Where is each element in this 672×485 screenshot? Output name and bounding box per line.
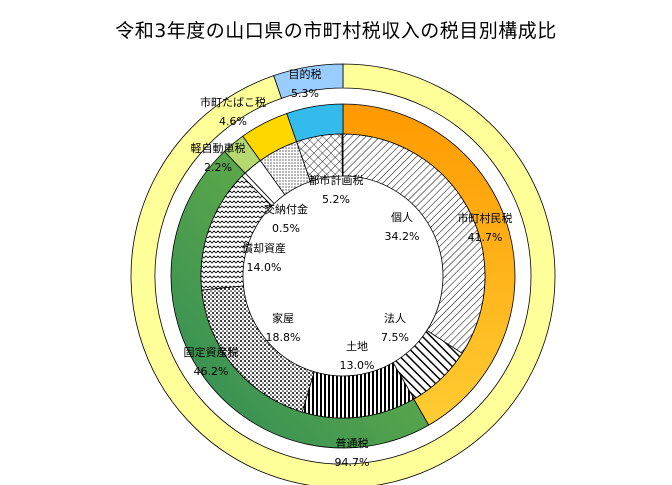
inner-value-交納付金: 0.5% xyxy=(272,222,300,235)
inner-value-都市計画税: 5.2% xyxy=(322,193,350,206)
inner-value-家屋: 18.8% xyxy=(266,331,301,344)
outer-label-目的税: 目的税 xyxy=(289,67,322,81)
middle-value-固定資産税: 46.2% xyxy=(194,365,229,378)
middle-label-市町村民税: 市町村民税 xyxy=(458,211,513,225)
inner-label-交納付金: 交納付金 xyxy=(264,202,308,216)
inner-value-個人: 34.2% xyxy=(385,230,420,243)
outer-slice-目的税 xyxy=(273,63,344,99)
inner-label-法人: 法人 xyxy=(384,311,406,325)
inner-slice-個人 xyxy=(342,133,486,354)
inner-slice-blank xyxy=(341,133,344,177)
chart-title: 令和3年度の山口県の市町村税収入の税目別構成比 xyxy=(115,20,557,42)
inner-value-土地: 13.0% xyxy=(340,359,375,372)
middle-label-軽自動車税: 軽自動車税 xyxy=(191,141,246,155)
inner-label-土地: 土地 xyxy=(346,340,368,353)
middle-label-市町たばこ税: 市町たばこ税 xyxy=(200,95,266,109)
middle-value-市町村民税: 41.7% xyxy=(468,231,503,244)
inner-label-都市計画税: 都市計画税 xyxy=(309,173,364,187)
inner-value-法人: 7.5% xyxy=(381,331,409,344)
outer-slice-普通税 xyxy=(130,63,556,485)
inner-label-家屋: 家屋 xyxy=(272,311,294,325)
middle-value-市町たばこ税: 4.6% xyxy=(219,115,247,128)
inner-label-償却資産: 償却資産 xyxy=(242,241,286,255)
outer-label-普通税: 普通税 xyxy=(336,436,369,450)
middle-label-固定資産税: 固定資産税 xyxy=(184,345,239,359)
inner-value-償却資産: 14.0% xyxy=(247,261,282,274)
middle-value-軽自動車税: 2.2% xyxy=(204,161,232,174)
outer-value-普通税: 94.7% xyxy=(335,456,370,469)
outer-value-目的税: 5.3% xyxy=(291,87,319,100)
inner-label-個人: 個人 xyxy=(391,211,413,224)
